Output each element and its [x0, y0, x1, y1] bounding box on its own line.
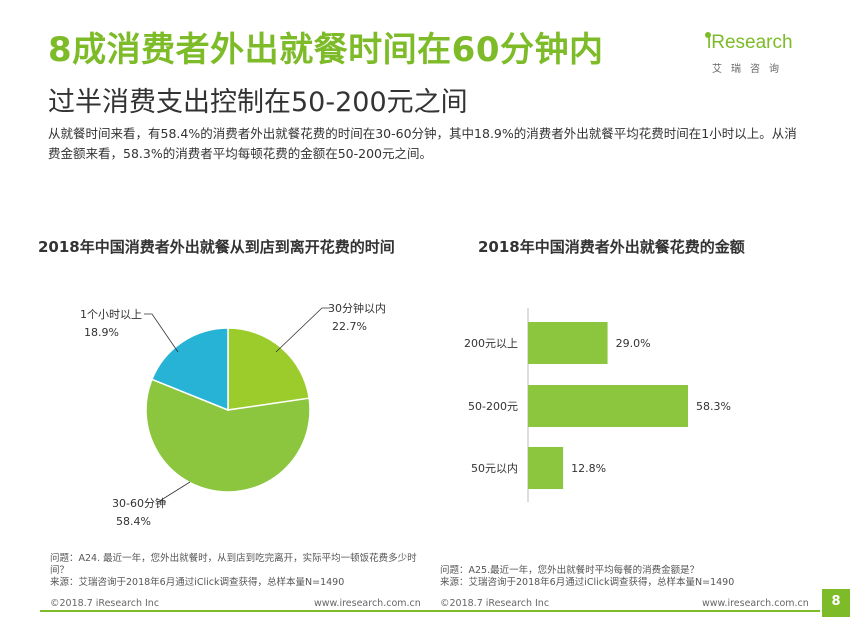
- footer-url-left: www.iresearch.com.cn: [314, 598, 421, 609]
- bar-category-label: 50-200元: [468, 400, 518, 413]
- bar-value-label: 12.8%: [571, 462, 606, 475]
- bar-category-label: 200元以上: [464, 337, 518, 350]
- footer-divider: [40, 610, 820, 612]
- right-source-note: 来源：艾瑞咨询于2018年6月通过iClick调查获得，总样本量N=1490: [440, 577, 735, 588]
- footer-copyright-left: ©2018.7 iResearch Inc: [50, 598, 160, 609]
- logo-subtitle: 艾瑞咨询: [712, 64, 788, 75]
- pie-slice-label: 30分钟以内: [328, 301, 386, 315]
- description-text: 从就餐时间来看，有58.4%的消费者外出就餐花费的时间在30-60分钟，其中18…: [48, 126, 797, 161]
- pie-slice-value: 18.9%: [84, 326, 119, 339]
- page-number: 8: [831, 594, 841, 609]
- page-number-badge: [822, 589, 850, 617]
- pie-slice-label: 30-60分钟: [112, 496, 166, 510]
- footer-copyright-right: ©2018.7 iResearch Inc: [440, 598, 550, 609]
- bar: [528, 322, 608, 364]
- pie-slice-value: 22.7%: [332, 320, 367, 333]
- logo: iResearch: [707, 32, 793, 53]
- left-question-note: 问题：A24. 最近一年，您外出就餐时，从到店到吃完离开，实际平均一顿饭花费多少…: [50, 553, 417, 576]
- bar-chart-title: 2018年中国消费者外出就餐花费的金额: [478, 238, 745, 256]
- footer-url-right: www.iresearch.com.cn: [702, 598, 809, 609]
- pie-leader-line: [275, 307, 330, 353]
- pie-leader-line: [156, 481, 191, 503]
- page-subtitle: 过半消费支出控制在50-200元之间: [48, 87, 468, 118]
- page-title: 8成消费者外出就餐时间在60分钟内: [48, 30, 604, 70]
- pie-chart: 30分钟以内 22.7% 30-60分钟 58.4% 1个小时以上 18.9%: [80, 301, 386, 528]
- pie-slice-value: 58.4%: [116, 515, 151, 528]
- pie-chart-title: 2018年中国消费者外出就餐从到店到离开花费的时间: [38, 238, 395, 256]
- right-question-note: 问题：A25.最近一年，您外出就餐时平均每餐的消费金额是？: [440, 565, 700, 576]
- bar: [528, 447, 564, 489]
- bar-chart: 200元以上 29.0% 50-200元 58.3% 50元以内 12.8%: [464, 308, 731, 502]
- logo-dot-icon: [705, 32, 711, 38]
- pie-slice: [150, 327, 229, 412]
- pie-leader-line: [144, 313, 179, 353]
- pie-slice-label: 1个小时以上: [80, 308, 142, 321]
- pie-slice: [145, 378, 311, 493]
- bar-value-label: 29.0%: [616, 337, 651, 350]
- pie-slice: [227, 327, 310, 411]
- bar: [528, 385, 688, 427]
- bar-value-label: 58.3%: [696, 400, 731, 413]
- bar-category-label: 50元以内: [471, 461, 518, 475]
- left-source-note: 来源：艾瑞咨询于2018年6月通过iClick调查获得，总样本量N=1490: [50, 577, 345, 588]
